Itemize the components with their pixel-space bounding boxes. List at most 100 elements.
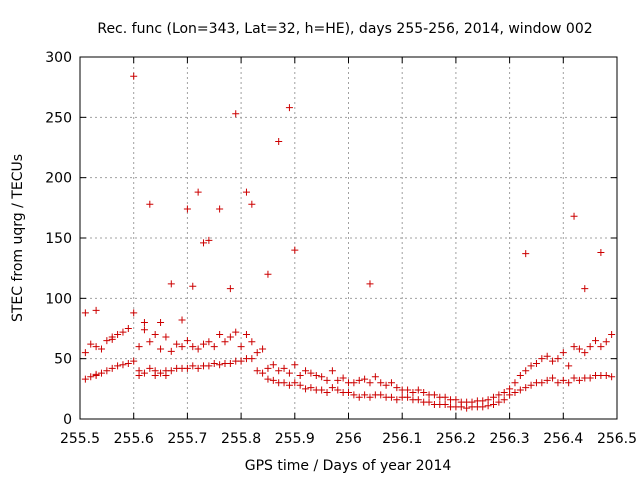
x-tick-label: 255.7: [167, 431, 207, 447]
data-point: [570, 374, 578, 382]
data-point: [216, 205, 224, 213]
data-point: [586, 343, 594, 351]
data-point: [296, 372, 304, 380]
data-point: [307, 369, 315, 377]
data-point: [173, 340, 181, 348]
x-tick-label: 255.8: [221, 431, 261, 447]
data-point: [559, 349, 567, 357]
data-point: [183, 205, 191, 213]
data-point: [232, 328, 240, 336]
data-point: [404, 393, 412, 401]
data-point: [210, 343, 218, 351]
data-point: [559, 376, 567, 384]
x-tick-label: 256.3: [490, 431, 530, 447]
data-point: [146, 338, 154, 346]
data-point: [527, 362, 535, 370]
data-point: [97, 345, 105, 353]
data-point: [441, 401, 449, 409]
data-point: [162, 333, 170, 341]
data-point: [318, 386, 326, 394]
data-point: [157, 345, 165, 353]
data-point: [355, 393, 363, 401]
data-point: [312, 372, 320, 380]
data-point: [592, 337, 600, 345]
data-point: [511, 388, 519, 396]
data-point: [377, 391, 385, 399]
data-point: [366, 379, 374, 387]
data-point: [302, 385, 310, 393]
data-point: [242, 188, 250, 196]
y-tick-label: 0: [63, 412, 72, 428]
data-point: [543, 352, 551, 360]
data-point: [371, 373, 379, 381]
data-point: [291, 361, 299, 369]
data-point: [608, 373, 616, 381]
data-point: [157, 318, 165, 326]
data-point: [565, 362, 573, 370]
data-point: [167, 367, 175, 375]
data-point: [377, 379, 385, 387]
data-point: [414, 386, 422, 394]
data-point: [226, 285, 234, 293]
data-point: [387, 393, 395, 401]
data-point: [232, 110, 240, 118]
data-point: [103, 367, 111, 375]
x-axis-label: GPS time / Days of year 2014: [245, 458, 452, 474]
data-point: [489, 393, 497, 401]
data-point: [119, 328, 127, 336]
data-point: [269, 376, 277, 384]
data-point: [538, 355, 546, 363]
grid: [80, 57, 617, 419]
data-point: [506, 391, 514, 399]
data-point: [124, 325, 132, 332]
axis-ticks: 255.5 255.6 255.7 255.8 255.9 256 256.1 256.2 25…: [45, 50, 637, 447]
data-point: [543, 376, 551, 384]
data-point: [189, 343, 197, 351]
data-point: [581, 349, 589, 357]
data-point: [575, 376, 583, 384]
data-point: [538, 379, 546, 387]
data-point: [355, 376, 363, 384]
data-point: [597, 343, 605, 351]
data-point: [200, 239, 208, 247]
data-point: [468, 398, 476, 406]
data-point: [87, 373, 95, 381]
x-tick-label: 255.9: [275, 431, 315, 447]
data-point: [323, 376, 331, 384]
data-point: [216, 361, 224, 369]
x-tick-label: 255.5: [60, 431, 100, 447]
x-tick-label: 256.5: [597, 431, 637, 447]
data-point: [608, 331, 616, 339]
data-point: [441, 393, 449, 401]
data-point: [522, 384, 530, 392]
data-point: [92, 306, 100, 314]
data-point: [216, 331, 224, 339]
data-point: [248, 355, 256, 363]
x-tick-label: 256.1: [382, 431, 422, 447]
data-point: [479, 403, 487, 411]
data-point: [366, 280, 374, 288]
data-point: [194, 188, 202, 196]
data-point: [162, 372, 170, 380]
data-point: [130, 357, 138, 365]
data-point: [205, 362, 213, 370]
data-point: [339, 374, 347, 382]
data-point: [570, 212, 578, 220]
data-point: [146, 200, 154, 208]
data-point: [130, 309, 138, 317]
data-point: [108, 364, 116, 372]
data-point: [516, 372, 524, 380]
data-point: [242, 331, 250, 339]
data-point: [328, 384, 336, 392]
data-point: [500, 388, 508, 396]
data-point: [554, 379, 562, 387]
data-point: [248, 338, 256, 346]
data-point: [495, 391, 503, 399]
data-point: [463, 404, 471, 412]
data-point: [253, 367, 261, 375]
data-point: [484, 402, 492, 410]
data-point: [500, 396, 508, 404]
data-point: [404, 386, 412, 394]
data-point: [527, 381, 535, 389]
